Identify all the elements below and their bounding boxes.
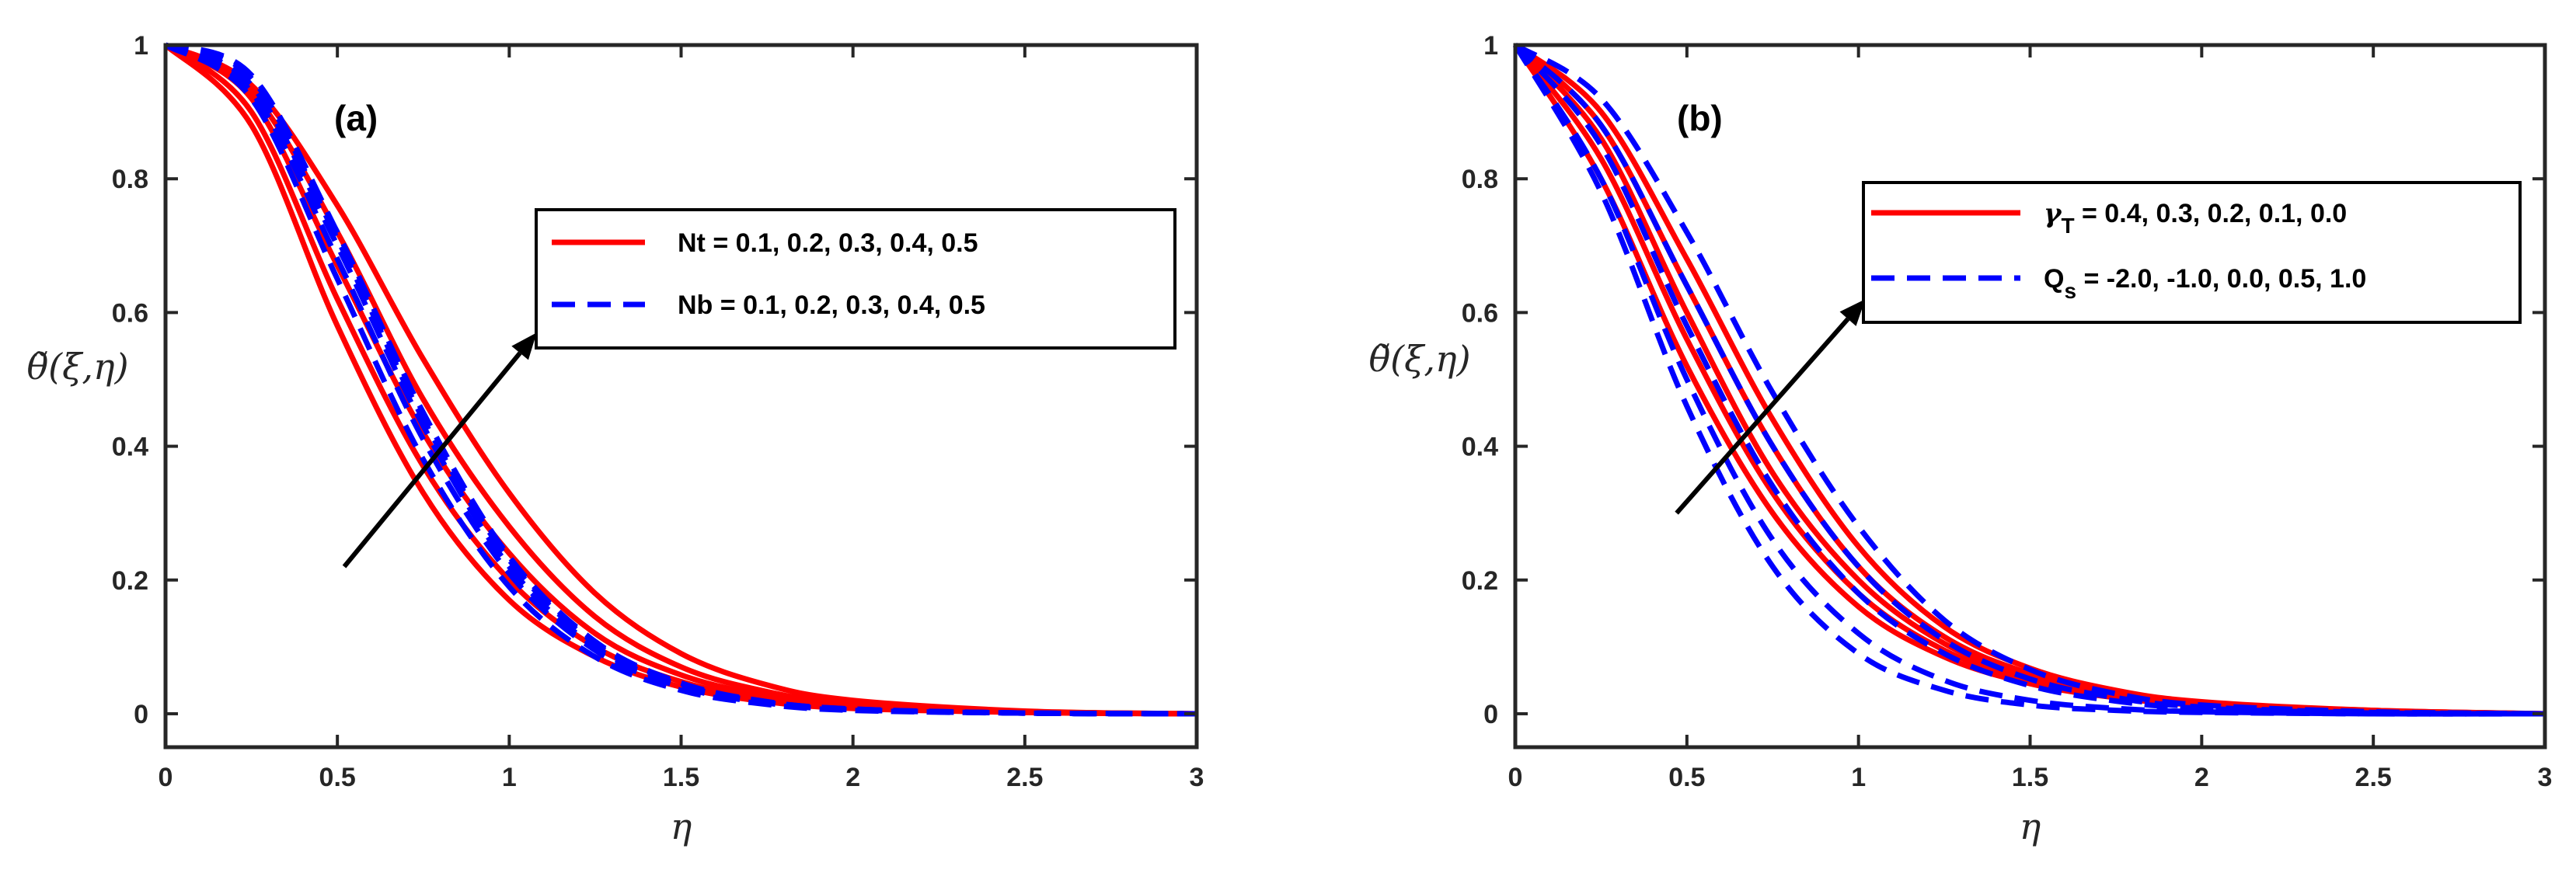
x-tick-label: 0.5 xyxy=(1668,763,1705,792)
legend: Nt = 0.1, 0.2, 0.3, 0.4, 0.5 Nb = 0.1, 0.… xyxy=(535,208,1176,350)
axes-frame xyxy=(1513,43,2547,750)
legend-symbol: Q xyxy=(2044,264,2064,294)
y-tick-label: 0.2 xyxy=(112,566,148,596)
y-tick-label: 0.4 xyxy=(112,433,148,462)
y-axis-label: θ̃(ξ,η) xyxy=(26,346,128,388)
trend-arrow-head xyxy=(511,332,537,360)
trend-arrow-shaft xyxy=(342,351,522,569)
series-line-Nt-4 xyxy=(164,42,1197,717)
y-tick-label: 0.8 xyxy=(112,165,148,194)
y-tick-label: 1 xyxy=(134,31,148,61)
series-line-Nb-9 xyxy=(164,42,1197,717)
x-tick-label: 0 xyxy=(1508,763,1523,792)
y-tick-label: 0 xyxy=(1483,700,1498,729)
legend-subscript: T xyxy=(2061,214,2074,238)
legend-label: Qs = -2.0, -1.0, 0.0, 0.5, 1.0 xyxy=(2044,264,2366,303)
legend-values: = -2.0, -1.0, 0.0, 0.5, 1.0 xyxy=(2076,264,2366,294)
plot-area xyxy=(166,45,1197,747)
trend-arrow-head xyxy=(1839,299,1866,326)
series-line-Qs-5 xyxy=(1512,43,2546,717)
x-tick-label: 2.5 xyxy=(2355,763,2392,792)
y-axis-label: θ̃(ξ,η) xyxy=(1368,338,1470,380)
legend-label: Nb = 0.1, 0.2, 0.3, 0.4, 0.5 xyxy=(678,290,985,320)
x-axis-label: η xyxy=(2020,805,2041,847)
legend-box xyxy=(535,208,1176,350)
legend-values: = 0.4, 0.3, 0.2, 0.1, 0.0 xyxy=(2075,199,2348,228)
x-tick-label: 3 xyxy=(1190,763,1204,792)
series-line-Nb-5 xyxy=(164,42,1197,717)
axes-frame xyxy=(163,43,1199,750)
x-tick-label: 1.5 xyxy=(2012,763,2048,792)
plot-area xyxy=(1515,45,2545,747)
x-tick-label: 0.5 xyxy=(319,763,356,792)
y-tick-label: 0.6 xyxy=(112,298,148,328)
panel-label: (a) xyxy=(334,98,378,138)
legend: γT = 0.4, 0.3, 0.2, 0.1, 0.0 Qs = -2.0, -… xyxy=(1862,181,2522,324)
y-tick-label: 0.6 xyxy=(1462,298,1498,328)
series-line-Nb-7 xyxy=(164,42,1197,717)
series-line-Nb-6 xyxy=(164,42,1197,717)
y-tick-label: 0.4 xyxy=(1462,433,1498,462)
chart-panel-a: 0 0.5 1 1.5 2 2.5 3 0 0.2 0.4 0.6 0.8 1 η θ̃(ξ,η) (a) Nt… xyxy=(26,31,1204,847)
legend-label: Nt = 0.1, 0.2, 0.3, 0.4, 0.5 xyxy=(678,228,978,258)
y-tick-label: 0.2 xyxy=(1462,566,1498,596)
x-tick-label: 3 xyxy=(2538,763,2553,792)
series-line-Qs-7 xyxy=(1513,43,2546,717)
x-tick-label: 1 xyxy=(1851,763,1866,792)
legend-box xyxy=(1862,181,2522,324)
x-tick-label: 2.5 xyxy=(1006,763,1043,792)
x-tick-label: 2 xyxy=(2194,763,2209,792)
legend-subscript: s xyxy=(2064,279,2076,303)
y-tick-label: 1 xyxy=(1483,31,1498,61)
trend-arrow-shaft xyxy=(1675,317,1850,515)
y-tick-label: 0 xyxy=(134,700,148,729)
chart-panel-b: 0 0.5 1 1.5 2 2.5 3 0 0.2 0.4 0.6 0.8 1 η θ̃(ξ,η) (b) γT… xyxy=(1368,31,2552,847)
x-tick-label: 1.5 xyxy=(663,763,699,792)
panel-label: (b) xyxy=(1677,98,1723,138)
x-tick-label: 2 xyxy=(845,763,860,792)
series-line-Qs-9 xyxy=(1514,42,2546,717)
series-line-Qs-6 xyxy=(1513,43,2546,717)
legend-label: γT = 0.4, 0.3, 0.2, 0.1, 0.0 xyxy=(2044,198,2347,238)
legend-symbol: γ xyxy=(2044,198,2062,229)
x-axis-label: η xyxy=(671,805,692,847)
x-tick-label: 0 xyxy=(159,763,173,792)
y-tick-label: 0.8 xyxy=(1462,165,1498,194)
x-tick-label: 1 xyxy=(502,763,517,792)
